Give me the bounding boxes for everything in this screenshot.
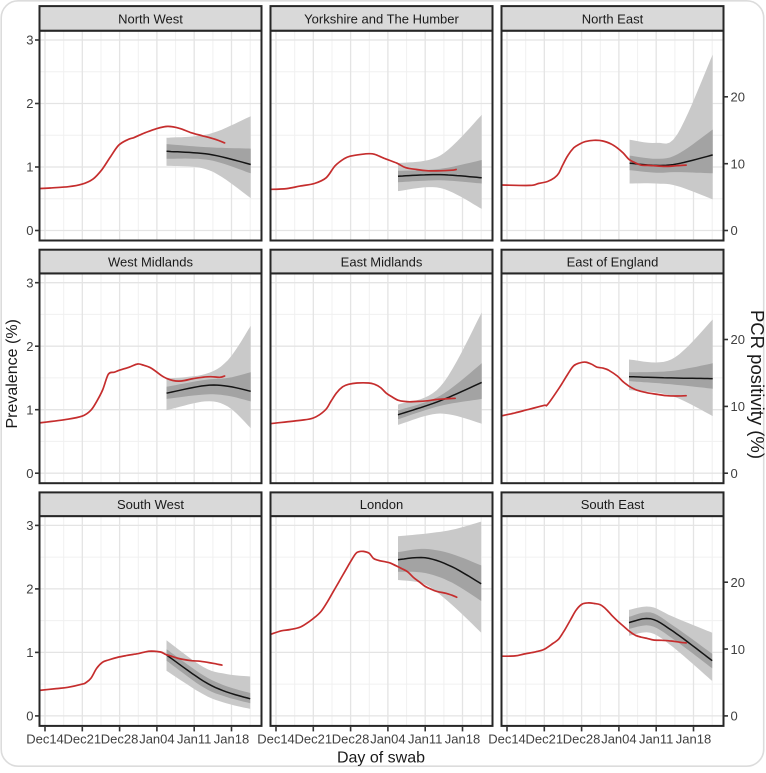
svg-text:2: 2 <box>26 96 33 111</box>
svg-text:20: 20 <box>731 575 745 590</box>
svg-text:Jan18: Jan18 <box>214 732 249 747</box>
svg-text:Dec28: Dec28 <box>101 732 139 747</box>
svg-text:East Midlands: East Midlands <box>341 255 423 270</box>
svg-text:Jan18: Jan18 <box>676 732 711 747</box>
svg-text:Jan04: Jan04 <box>601 732 636 747</box>
svg-text:1: 1 <box>26 402 33 417</box>
svg-text:0: 0 <box>26 709 33 724</box>
svg-text:10: 10 <box>731 642 745 657</box>
svg-text:Yorkshire and The Humber: Yorkshire and The Humber <box>304 11 459 26</box>
svg-text:Jan04: Jan04 <box>370 732 405 747</box>
svg-text:Jan11: Jan11 <box>639 732 673 747</box>
svg-text:20: 20 <box>731 90 745 105</box>
svg-text:Day of swab: Day of swab <box>337 749 425 766</box>
svg-text:North East: North East <box>582 11 644 26</box>
svg-text:Jan18: Jan18 <box>445 732 480 747</box>
svg-text:3: 3 <box>26 33 33 48</box>
svg-text:Dec21: Dec21 <box>64 732 102 747</box>
svg-text:Dec21: Dec21 <box>526 732 564 747</box>
svg-text:Dec28: Dec28 <box>563 732 601 747</box>
svg-text:West Midlands: West Midlands <box>108 255 194 270</box>
svg-text:South East: South East <box>581 497 645 512</box>
svg-text:10: 10 <box>731 399 745 414</box>
svg-text:0: 0 <box>731 466 738 481</box>
svg-text:North West: North West <box>118 11 183 26</box>
svg-text:0: 0 <box>26 466 33 481</box>
svg-text:1: 1 <box>26 160 33 175</box>
svg-text:Dec28: Dec28 <box>332 732 370 747</box>
svg-text:10: 10 <box>731 156 745 171</box>
svg-text:Dec21: Dec21 <box>295 732 333 747</box>
svg-text:London: London <box>360 497 403 512</box>
svg-text:Jan11: Jan11 <box>408 732 442 747</box>
svg-text:3: 3 <box>26 275 33 290</box>
svg-text:2: 2 <box>26 339 33 354</box>
svg-text:2: 2 <box>26 582 33 597</box>
svg-text:East of England: East of England <box>567 255 659 270</box>
svg-text:South West: South West <box>117 497 184 512</box>
svg-text:0: 0 <box>26 223 33 238</box>
svg-text:PCR positivity (%): PCR positivity (%) <box>747 310 766 459</box>
svg-text:Jan04: Jan04 <box>139 732 174 747</box>
svg-text:Prevalence (%): Prevalence (%) <box>4 319 21 428</box>
svg-text:Jan11: Jan11 <box>177 732 211 747</box>
svg-text:Dec14: Dec14 <box>257 732 295 747</box>
svg-text:Dec14: Dec14 <box>26 732 64 747</box>
svg-text:0: 0 <box>731 223 738 238</box>
svg-text:Dec14: Dec14 <box>488 732 526 747</box>
svg-text:20: 20 <box>731 332 745 347</box>
svg-text:3: 3 <box>26 518 33 533</box>
svg-text:0: 0 <box>731 709 738 724</box>
svg-text:1: 1 <box>26 645 33 660</box>
